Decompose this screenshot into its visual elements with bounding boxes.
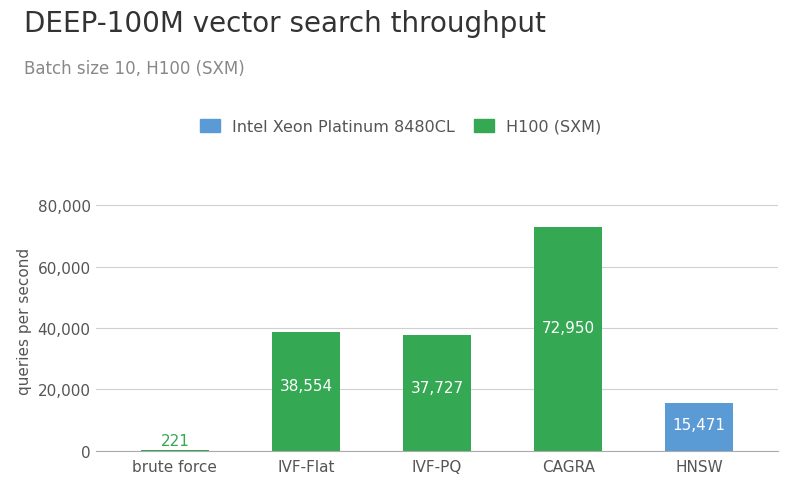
- Text: DEEP-100M vector search throughput: DEEP-100M vector search throughput: [24, 10, 546, 38]
- Text: 15,471: 15,471: [673, 417, 726, 432]
- Bar: [665, 403, 733, 451]
- Bar: [272, 333, 340, 451]
- Bar: [403, 335, 471, 451]
- Bar: [141, 450, 209, 451]
- Text: Batch size 10, H100 (SXM): Batch size 10, H100 (SXM): [24, 60, 245, 78]
- Text: 37,727: 37,727: [411, 380, 464, 395]
- Text: 221: 221: [160, 433, 189, 448]
- Legend: Intel Xeon Platinum 8480CL, H100 (SXM): Intel Xeon Platinum 8480CL, H100 (SXM): [194, 113, 608, 141]
- Text: 72,950: 72,950: [541, 321, 595, 335]
- Y-axis label: queries per second: queries per second: [17, 247, 32, 394]
- Text: 38,554: 38,554: [279, 378, 333, 393]
- Bar: [534, 227, 602, 451]
